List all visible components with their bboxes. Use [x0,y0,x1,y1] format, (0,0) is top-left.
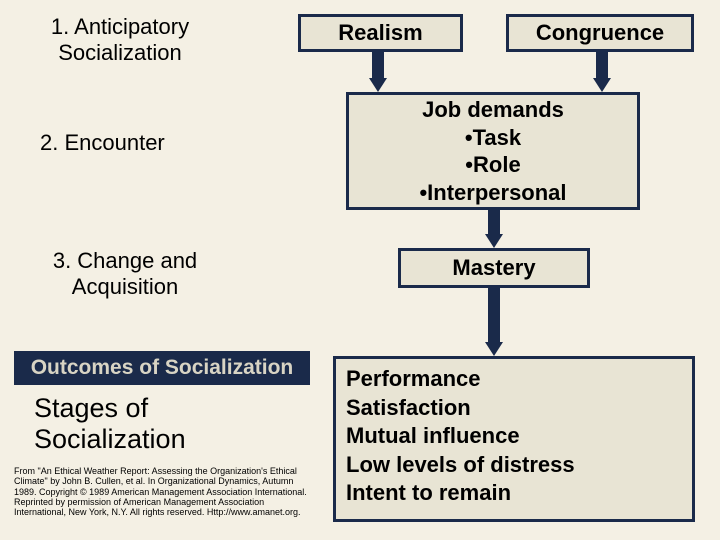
page-title: Stages of Socialization [34,393,186,455]
stage1-line1: 1. Anticipatory [30,14,210,40]
arrow-stem-4 [488,288,500,344]
arrow-stem-1 [372,52,384,80]
realism-text: Realism [338,19,422,47]
stage3-label: 3. Change and Acquisition [30,248,220,301]
attribution: From "An Ethical Weather Report: Assessi… [14,466,314,518]
outcome-3: Mutual influence [346,422,682,451]
job-b2: •Role [465,151,520,179]
stage3-line2: Acquisition [30,274,220,300]
outcomes-header-text: Outcomes of Socialization [31,356,294,379]
congruence-box: Congruence [506,14,694,52]
title-line2: Socialization [34,424,186,455]
arrow-head-1 [369,78,387,92]
stage2-label: 2. Encounter [30,130,210,156]
realism-box: Realism [298,14,463,52]
mastery-text: Mastery [452,254,535,282]
arrow-stem-2 [596,52,608,80]
job-b1: •Task [465,124,521,152]
outcome-2: Satisfaction [346,394,682,423]
arrow-head-2 [593,78,611,92]
job-b3: •Interpersonal [419,179,566,207]
outcomes-header: Outcomes of Socialization [14,351,310,385]
mastery-box: Mastery [398,248,590,288]
congruence-text: Congruence [536,19,664,47]
outcome-5: Intent to remain [346,479,682,508]
outcome-4: Low levels of distress [346,451,682,480]
title-line1: Stages of [34,393,186,424]
arrow-head-3 [485,234,503,248]
outcomes-box: Performance Satisfaction Mutual influenc… [333,356,695,522]
stage2-text: 2. Encounter [40,130,165,155]
job-demands-box: Job demands •Task •Role •Interpersonal [346,92,640,210]
job-title: Job demands [422,96,564,124]
stage3-line1: 3. Change and [30,248,220,274]
stage1-label: 1. Anticipatory Socialization [30,14,210,67]
arrow-stem-3 [488,210,500,236]
arrow-head-4 [485,342,503,356]
stage1-line2: Socialization [30,40,210,66]
outcome-1: Performance [346,365,682,394]
attribution-text: From "An Ethical Weather Report: Assessi… [14,466,307,517]
